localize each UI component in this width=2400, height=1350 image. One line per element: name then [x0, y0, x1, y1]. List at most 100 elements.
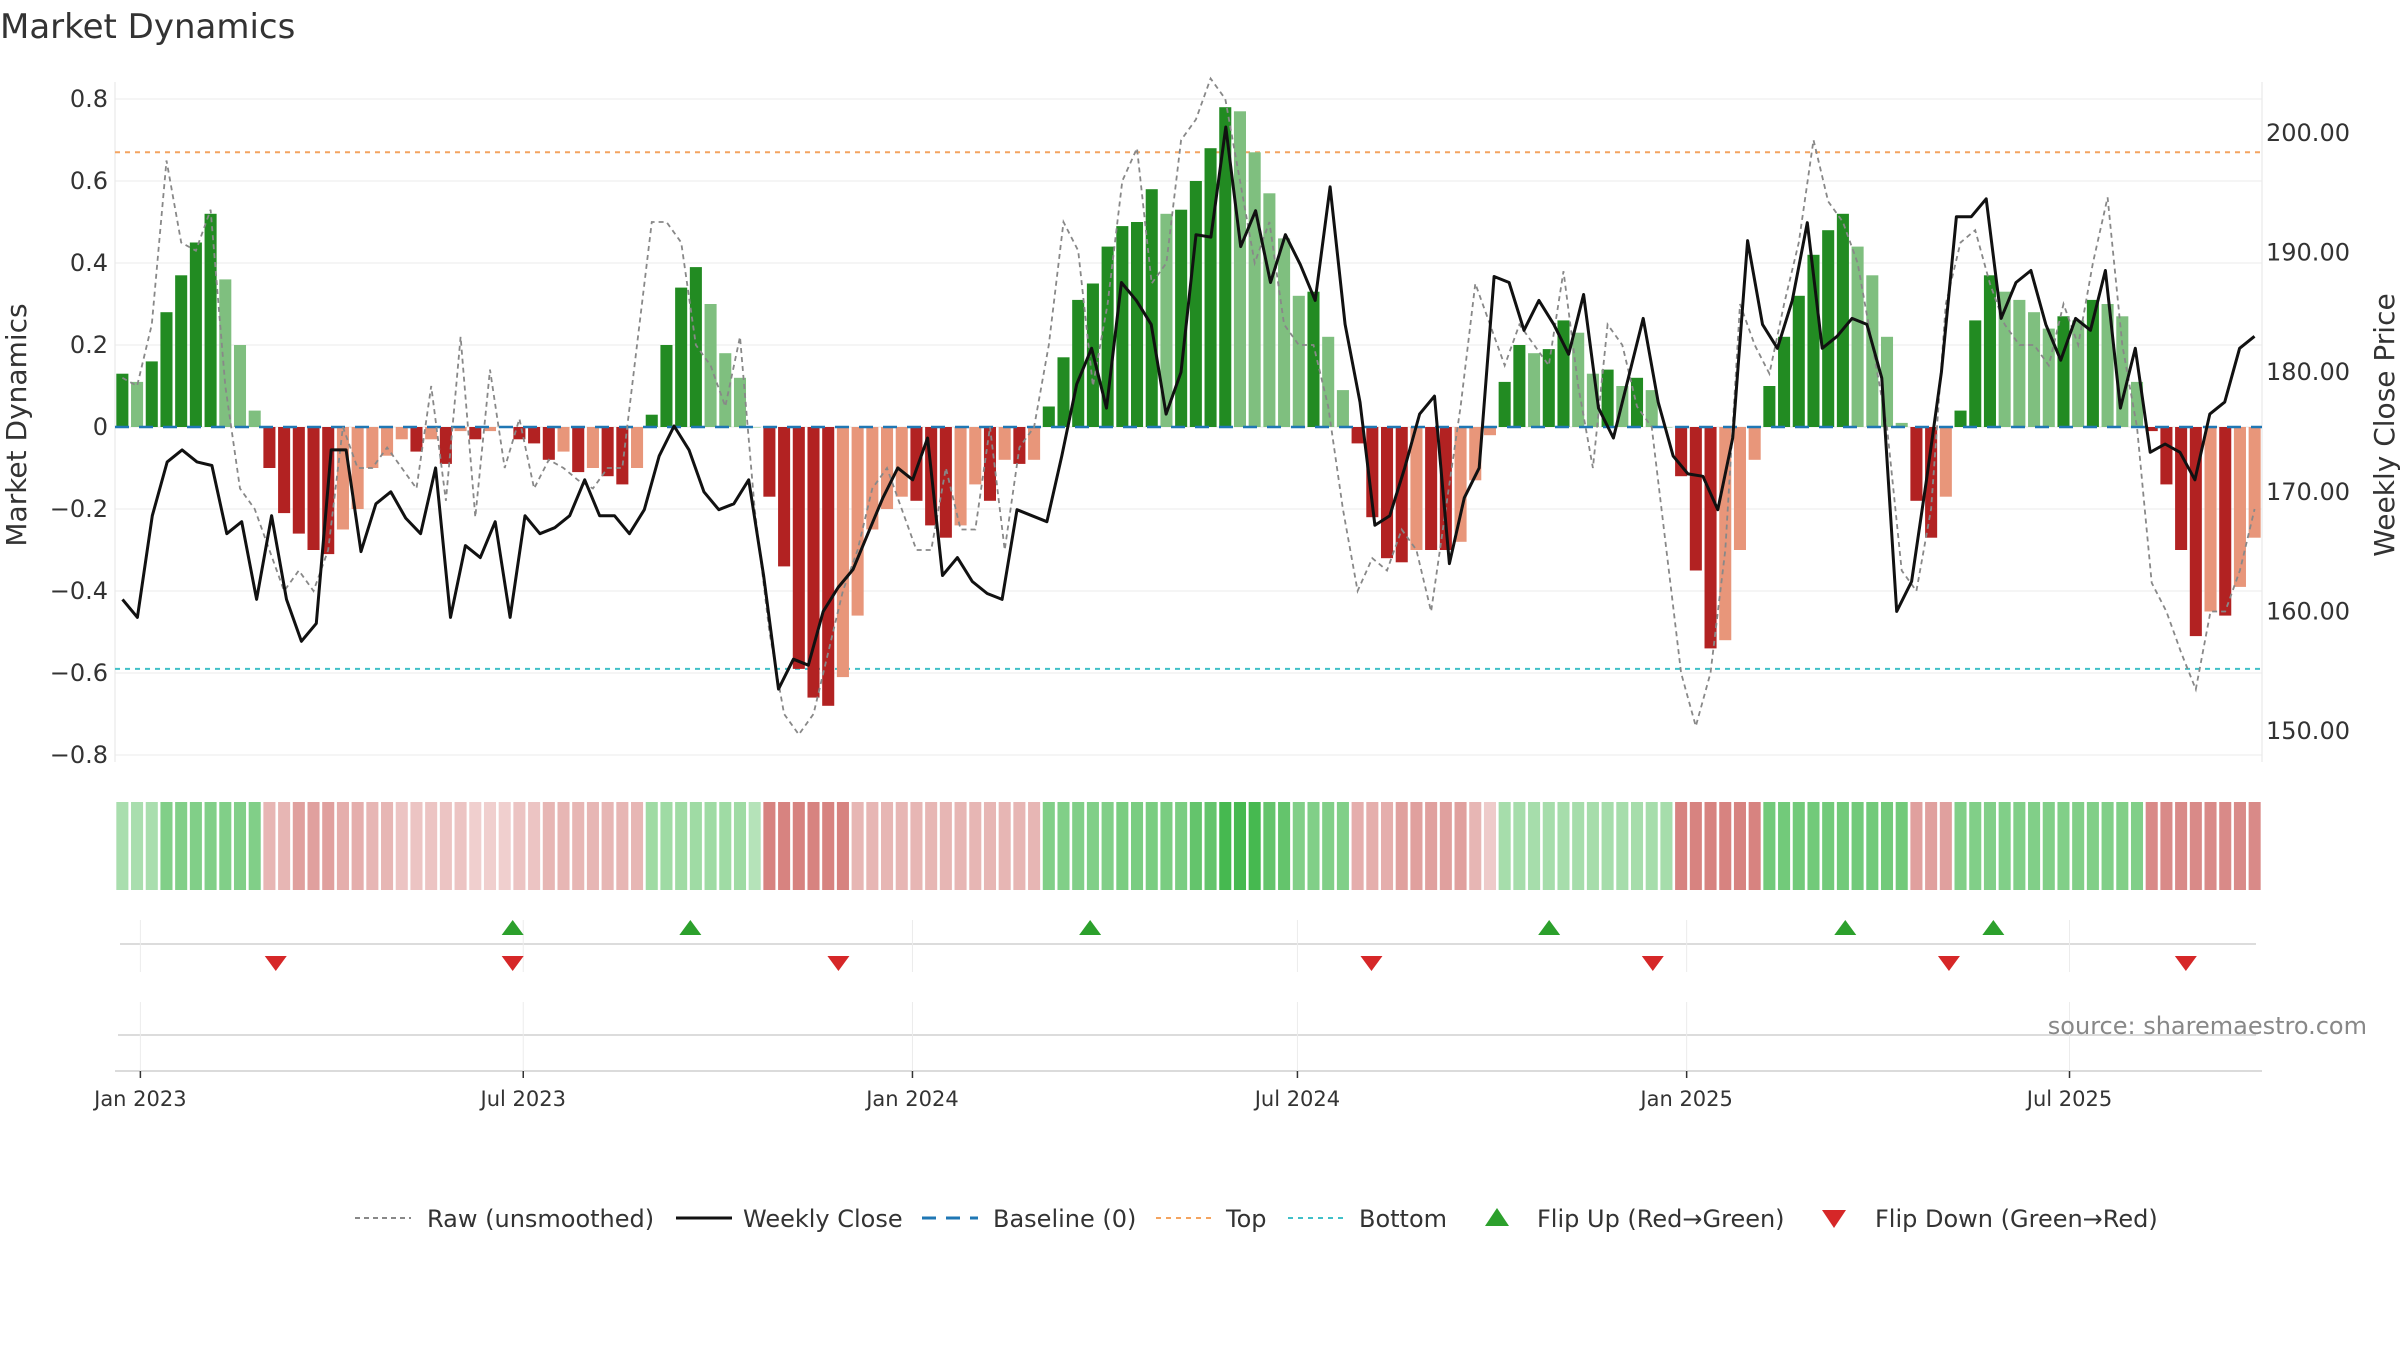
band-cell	[1939, 802, 1952, 890]
x-tick-label: Jan 2025	[1638, 1087, 1733, 1111]
band-cell	[1042, 802, 1055, 890]
histogram-bar	[1528, 353, 1541, 427]
flip-down-marker	[1360, 956, 1383, 971]
band-cell	[1910, 802, 1923, 890]
y-left-tick-label: −0.4	[50, 577, 108, 605]
band-cell	[822, 802, 835, 890]
y-right-tick-label: 160.00	[2266, 597, 2350, 625]
band-cell	[1439, 802, 1452, 890]
flip-up-marker	[1834, 920, 1857, 935]
histogram-bar	[381, 427, 394, 456]
band-cell	[1836, 802, 1849, 890]
histogram-bar	[204, 213, 217, 427]
histogram-bar	[439, 427, 452, 464]
band-cell	[586, 802, 599, 890]
band-cell	[1616, 802, 1629, 890]
histogram-bar	[1733, 427, 1746, 550]
histogram-bar	[2086, 299, 2099, 427]
legend-label: Bottom	[1359, 1205, 1447, 1233]
y-left-tick-label: −0.8	[50, 741, 108, 769]
histogram-bar	[748, 427, 761, 428]
band-cell	[469, 802, 482, 890]
histogram-bar	[2057, 316, 2070, 427]
histogram-bar	[2013, 299, 2026, 427]
histogram-bar	[175, 275, 188, 427]
histogram-bar	[969, 427, 982, 485]
series-lines	[121, 76, 2256, 737]
histogram-bar	[469, 427, 482, 440]
band-cell	[1189, 802, 1202, 890]
band-cell	[572, 802, 585, 890]
histogram-bar	[851, 427, 864, 616]
band-cell	[1660, 802, 1673, 890]
band-cell	[969, 802, 982, 890]
band-cell	[1483, 802, 1496, 890]
histogram-bar	[1042, 406, 1055, 427]
histogram-bar	[689, 267, 702, 427]
band-cell	[631, 802, 644, 890]
histogram-bar	[1836, 213, 1849, 427]
histogram-bar	[1116, 226, 1129, 427]
band-cell	[2175, 802, 2188, 890]
band-cell	[307, 802, 320, 890]
band-cell	[660, 802, 673, 890]
histogram-bar	[454, 427, 467, 432]
band-cell	[145, 802, 158, 890]
band-cell	[778, 802, 791, 890]
histogram-bar	[778, 427, 791, 567]
band-cell	[1498, 802, 1511, 890]
y-axis-left: 0.8 0.6 0.4 0.2 0 −0.2 −0.4 −0.6 −0.8	[50, 85, 108, 769]
y-right-tick-label: 190.00	[2266, 239, 2350, 267]
band-cell	[528, 802, 541, 890]
band-cell	[1028, 802, 1041, 890]
histogram-bar	[1439, 427, 1452, 550]
band-cell	[1689, 802, 1702, 890]
band-cell	[439, 802, 452, 890]
x-tick-label: Jul 2024	[1253, 1087, 1340, 1111]
band-cell	[704, 802, 717, 890]
histogram-bar	[939, 427, 952, 538]
histogram-bar	[586, 427, 599, 468]
band-cell	[131, 802, 144, 890]
band-cell	[2248, 802, 2261, 890]
band-cell	[1675, 802, 1688, 890]
histogram-bar	[704, 304, 717, 427]
histogram-bar	[2101, 304, 2114, 427]
histogram-bar	[2130, 381, 2144, 427]
band-cell	[1925, 802, 1938, 890]
band-cell	[483, 802, 497, 890]
band-cell	[1454, 802, 1467, 890]
legend-flip-up-swatch	[1485, 1208, 1509, 1226]
band-cell	[1101, 802, 1114, 890]
histogram-bar	[1351, 427, 1364, 444]
flip-up-marker	[1538, 920, 1561, 935]
histogram-bar	[1175, 209, 1188, 427]
band-cell	[616, 802, 629, 890]
histogram-bars	[116, 107, 2261, 706]
histogram-bar	[998, 427, 1011, 460]
band-cell	[2130, 802, 2144, 890]
histogram-bar	[836, 427, 849, 678]
band-cell	[1528, 802, 1541, 890]
band-cell	[895, 802, 908, 890]
histogram-bar	[1689, 427, 1702, 571]
band-cell	[851, 802, 864, 890]
band-cell	[1013, 802, 1026, 890]
histogram-bar	[616, 427, 629, 485]
band-cell	[1292, 802, 1305, 890]
histogram-bar	[1336, 390, 1349, 427]
band-cell	[1969, 802, 1982, 890]
band-cell	[1425, 802, 1438, 890]
histogram-bar	[248, 410, 261, 427]
band-cell	[954, 802, 967, 890]
histogram-bar	[1910, 427, 1923, 501]
histogram-bar	[1851, 246, 1864, 427]
band-cell	[366, 802, 379, 890]
x-tick-label: Jul 2025	[2025, 1087, 2112, 1111]
histogram-bar	[1395, 427, 1408, 563]
y-axis-right: 200.00 190.00 180.00 170.00 160.00 150.00	[2266, 119, 2350, 745]
threshold-lines	[115, 151, 2262, 670]
histogram-bar	[1866, 275, 1879, 427]
band-cell	[1469, 802, 1482, 890]
